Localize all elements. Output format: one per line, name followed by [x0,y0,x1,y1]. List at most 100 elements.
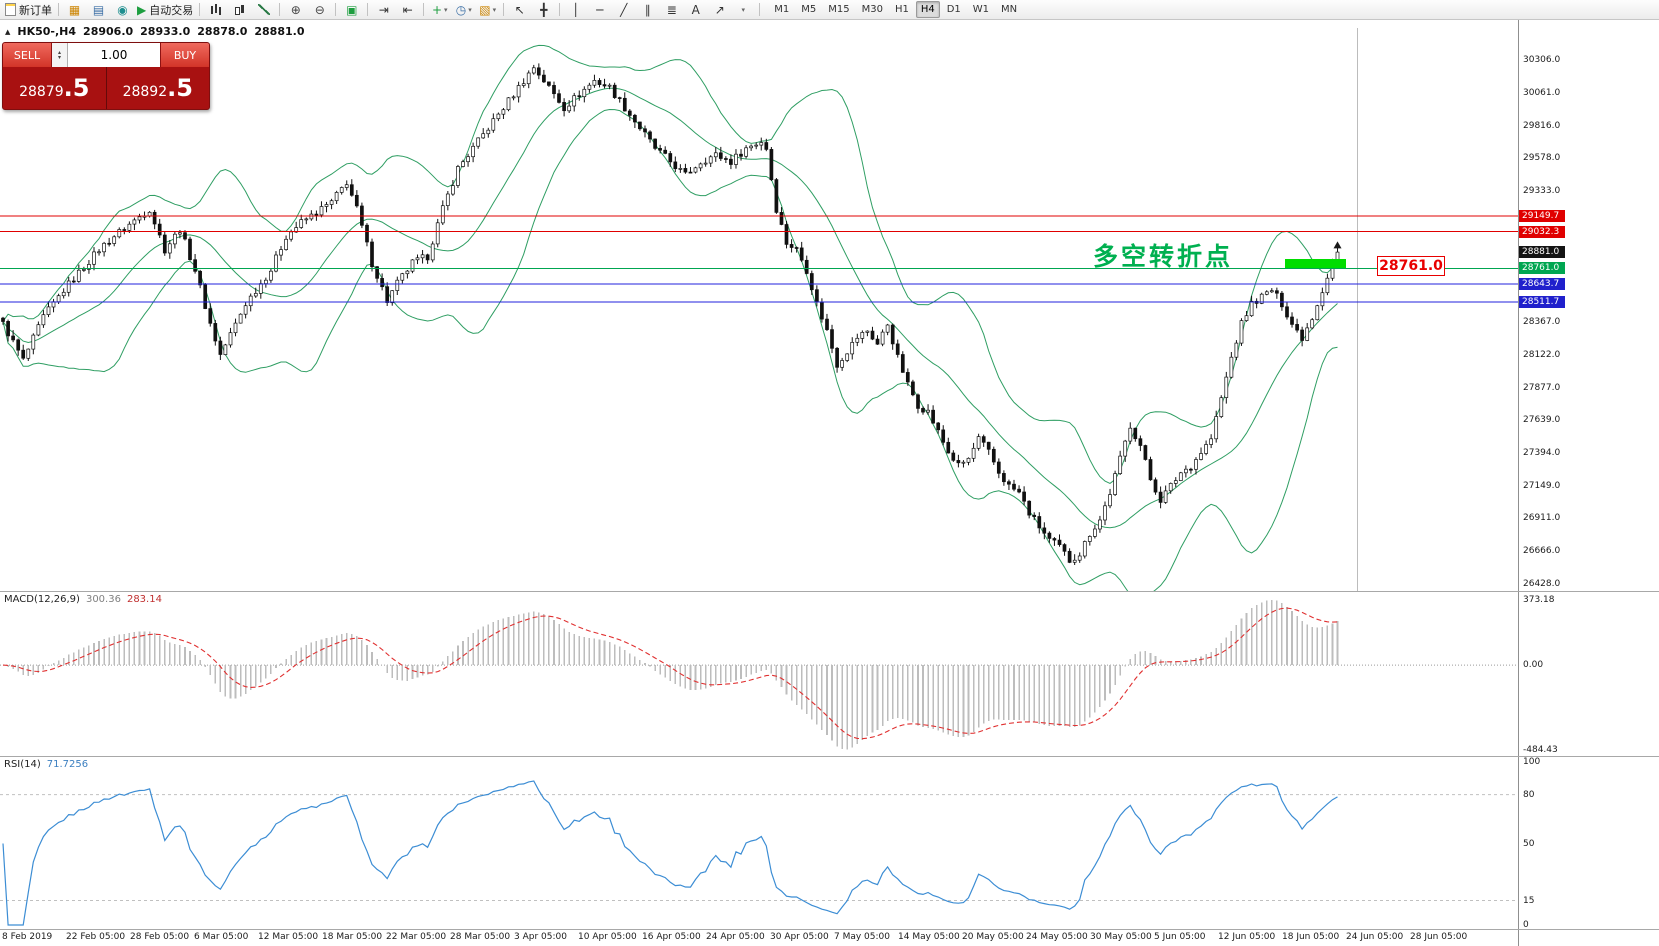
horizontal-line-icon: ─ [596,2,604,17]
line-chart-button[interactable] [252,1,275,18]
price-axis[interactable]: 30306.0 30061.0 29816.0 29578.0 29333.0 28367… [1518,20,1659,946]
cursor-icon: ↖ [514,2,525,17]
ohlc-low: 28878.0 [197,25,248,38]
timeframe-h4[interactable]: H4 [915,1,940,18]
pane-separator [0,929,1659,930]
tile-windows-button[interactable]: ▣ [340,1,363,18]
timeframe-w1[interactable]: W1 [972,4,990,15]
buy-price-fraction: .5 [167,74,193,102]
price-tag: 28881.0 [1519,246,1565,259]
template-icon: ▧ [479,2,491,17]
new-order-button[interactable]: 新订单 [3,1,54,18]
toolbar-separator [759,3,761,16]
time-label: 3 Apr 05:00 [514,932,567,942]
time-label: 20 May 05:00 [962,932,1024,942]
pane-separator[interactable] [0,591,1659,592]
sell-button[interactable]: SELL [3,43,52,67]
candlestick-chart-button[interactable] [228,1,251,18]
text-tool-button[interactable]: A [684,1,707,18]
time-label: 30 Apr 05:00 [770,932,829,942]
buy-price-main: 28892 [122,84,168,100]
axis-label: 50 [1523,838,1535,849]
chart-note-text[interactable]: 多空转折点 [1093,242,1234,271]
autotrading-label: 自动交易 [149,3,194,17]
volume-input[interactable] [68,47,160,63]
axis-label: 80 [1523,789,1535,800]
timeframe-m5[interactable]: M5 [801,4,817,15]
chart-shift-icon: ⇤ [402,2,413,17]
timeframe-m15[interactable]: M15 [828,4,850,15]
candle-marker-icon [1333,241,1342,249]
main-chart[interactable] [0,20,1518,591]
time-label: 24 May 05:00 [1026,932,1088,942]
axis-label: 27149.0 [1523,481,1561,492]
volume-stepper[interactable]: ▴ ▾ [52,43,68,67]
strategy-tester-icon: ◉ [117,2,128,17]
time-label: 18 Mar 05:00 [322,932,383,942]
toolbar-separator [199,3,201,16]
axis-label: 100 [1523,757,1541,767]
timeframe-m1[interactable]: M1 [774,4,790,15]
chevron-down-icon: ▾ [741,5,745,14]
axis-label: 30306.0 [1523,54,1561,65]
toolbar-separator [423,3,425,16]
market-watch-button[interactable]: ▦ [63,1,86,18]
rsi-name: RSI(14) [4,759,41,770]
timeframe-mn[interactable]: MN [1001,4,1018,15]
periods-button[interactable]: ◷ ▾ [452,1,475,18]
data-window-button[interactable]: ▤ [87,1,110,18]
more-tools-button[interactable]: ▾ [732,1,755,18]
horizontal-line-button[interactable]: ─ [588,1,611,18]
buy-price[interactable]: 28892 .5 [107,67,210,109]
tile-windows-icon: ▣ [346,2,358,17]
fibonacci-button[interactable]: ≣ [660,1,683,18]
chevron-down-icon: ▾ [468,5,472,14]
buy-button[interactable]: BUY [160,43,209,67]
time-label: 8 Feb 2019 [2,932,53,942]
time-label: 24 Jun 05:00 [1346,932,1404,942]
axis-label: 26428.0 [1523,578,1561,589]
sell-price[interactable]: 28879 .5 [3,67,107,109]
chart-shift-button[interactable]: ⇤ [396,1,419,18]
time-label: 14 May 05:00 [898,932,960,942]
time-label: 28 Mar 05:00 [450,932,511,942]
timeframe-h1[interactable]: H1 [894,4,909,15]
time-axis[interactable]: 8 Feb 2019 22 Feb 05:00 28 Feb 05:00 6 Mar … [0,930,1518,946]
strategy-tester-button[interactable]: ◉ [111,1,134,18]
fibonacci-icon: ≣ [666,2,677,17]
trendline-button[interactable]: ╱ [612,1,635,18]
bar-chart-icon [210,4,222,15]
market-watch-icon: ▦ [68,2,81,17]
time-label: 28 Feb 05:00 [130,932,190,942]
horizontal-line-objects[interactable] [0,215,1518,303]
axis-label: 29578.0 [1523,152,1561,163]
zoom-in-button[interactable]: ⊕ [284,1,307,18]
arrows-tool-button[interactable]: ↗ [708,1,731,18]
channel-button[interactable]: ∥ [636,1,659,18]
macd-name: MACD(12,26,9) [4,594,80,605]
one-click-collapse-icon[interactable]: ▲ [5,27,11,36]
templates-button[interactable]: ▧ ▾ [476,1,499,18]
vertical-line-button[interactable]: │ [564,1,587,18]
macd-panel[interactable] [0,592,1518,756]
macd-value: 300.36 [85,594,121,605]
level-price-label[interactable]: 28761.0 [1377,256,1445,276]
auto-scroll-button[interactable]: ⇥ [372,1,395,18]
autotrading-button[interactable]: ▶ 自动交易 [135,1,195,18]
spin-down-icon: ▾ [57,54,61,61]
pane-separator[interactable] [0,756,1659,757]
macd-label: MACD(12,26,9) 300.36 283.14 [4,594,162,605]
crosshair-button[interactable]: ╋ [532,1,555,18]
rsi-panel[interactable] [0,757,1518,929]
ohlc-high: 28933.0 [140,25,191,38]
timeframe-d1[interactable]: D1 [946,4,961,15]
zoom-out-button[interactable]: ⊖ [308,1,331,18]
channel-icon: ∥ [644,2,651,17]
cursor-button[interactable]: ↖ [508,1,531,18]
text-tool-icon: A [691,2,700,17]
bar-chart-button[interactable] [204,1,227,18]
price-tag: 28643.7 [1519,278,1565,291]
new-chart-button[interactable]: + ▾ [428,1,451,18]
timeframe-m30[interactable]: M30 [861,4,883,15]
support-zone-bar[interactable] [1285,259,1346,268]
